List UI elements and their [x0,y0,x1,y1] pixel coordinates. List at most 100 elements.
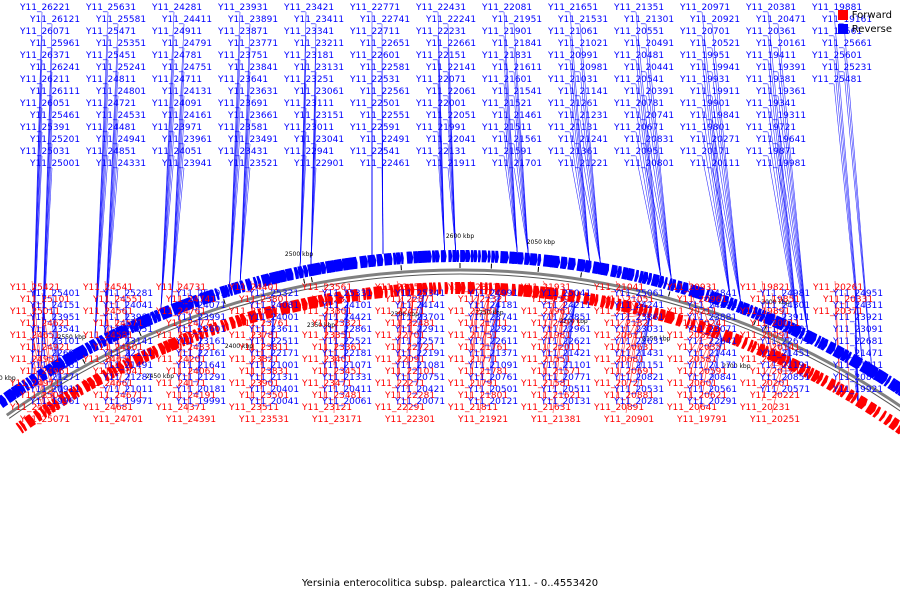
reverse-gene-arrow [703,289,710,302]
reverse-gene-label: Y11_23081 [759,325,810,335]
reverse-leader-line [124,369,132,396]
forward-leader-line [469,294,480,330]
forward-leader-line [771,364,783,367]
reverse-gene-label: Y11_20821 [613,373,664,383]
reverse-gene-label: Y11_23931 [217,3,268,13]
forward-leader-line [761,361,774,378]
forward-gene-arrow [511,283,517,296]
reverse-gene-arrow [392,252,397,265]
reverse-gene-arrow [746,304,754,317]
reverse-gene-label: Y11_21031 [547,75,598,85]
reverse-gene-arrow [802,329,812,343]
reverse-gene-arrow [44,365,53,377]
reverse-leader-line [767,131,798,325]
reverse-gene-label: Y11_24301 [759,301,810,311]
reverse-leader-line [635,318,650,360]
reverse-gene-label: Y11_26371 [19,51,70,61]
reverse-gene-arrow [61,354,71,367]
reverse-gene-label: Y11_22231 [415,27,466,37]
forward-gene-label: Y11_22701 [374,331,425,341]
forward-gene-arrow [895,424,900,435]
forward-gene-label: Y11_24831 [165,343,216,353]
reverse-gene-label: Y11_22001 [415,99,466,109]
reverse-gene-arrow [629,268,635,282]
reverse-gene-label: Y11_22461 [359,159,410,169]
forward-gene-label: Y11_24541 [82,283,133,293]
reverse-gene-label: Y11_20551 [613,27,664,37]
reverse-gene-label: Y11_21521 [481,99,532,109]
reverse-gene-label: Y11_25601 [811,51,862,61]
reverse-gene-arrow [98,334,107,348]
forward-leader-line [250,322,254,402]
forward-gene-arrow [115,361,125,375]
reverse-gene-label: Y11_21291 [175,373,226,383]
forward-gene-arrow [432,282,437,295]
forward-gene-arrow [192,329,200,342]
reverse-gene-label: Y11_19841 [689,111,740,121]
forward-leader-line [625,315,640,414]
forward-gene-arrow [326,293,333,306]
reverse-gene-label: Y11_20421 [394,385,445,395]
tick-label: 2250 kbp [475,310,503,317]
reverse-leader-line [635,155,661,276]
forward-gene-arrow [593,294,599,307]
forward-leader-line [552,301,566,342]
reverse-gene-arrow [336,258,344,272]
forward-gene-arrow [167,338,176,352]
reverse-gene-label: Y11_20911 [29,385,80,395]
forward-gene-arrow [504,283,509,296]
forward-gene-label: Y11_23821 [228,355,279,365]
reverse-gene-arrow [170,302,179,316]
forward-gene-arrow [389,285,394,298]
forward-gene-arrow [776,352,787,366]
forward-leader-line [187,343,192,414]
reverse-leader-line [767,155,798,325]
reverse-gene-label: Y11_22551 [359,111,410,121]
reverse-leader-line [579,143,601,263]
forward-gene-label: Y11_23711 [228,307,279,317]
reverse-gene-arrow [353,256,358,269]
reverse-gene-label: Y11_23071 [686,325,737,335]
forward-gene-arrow [575,291,581,304]
forward-gene-label: Y11_23571 [311,295,362,305]
reverse-gene-label: Y11_20121 [467,397,518,407]
reverse-gene-arrow [786,322,796,335]
forward-gene-label: Y11_21551 [520,355,571,365]
reverse-gene-label: Y11_23101 [29,337,80,347]
reverse-leader-line [437,155,445,251]
forward-leader-line [396,296,404,330]
reverse-gene-label: Y11_21261 [547,99,598,109]
forward-gene-arrow [783,355,791,368]
reverse-gene-label: Y11_19341 [745,99,796,109]
forward-gene-label: Y11_25051 [9,403,60,413]
reverse-gene-arrow [491,250,496,263]
reverse-gene-arrow [654,274,660,287]
tick-label: 2400 kbp [225,343,253,350]
reverse-gene-arrow [783,320,792,333]
reverse-gene-label: Y11_22521 [321,337,372,347]
forward-leader-line [250,322,254,330]
reverse-leader-line [310,167,317,265]
reverse-gene-label: Y11_22151 [415,51,466,61]
reverse-gene-arrow [707,290,715,304]
reverse-leader-line [711,23,741,301]
reverse-gene-arrow [185,296,194,310]
forward-gene-label: Y11_24671 [92,391,143,401]
reverse-gene-label: Y11_21171 [686,361,737,371]
reverse-gene-label: Y11_24851 [85,147,136,157]
reverse-gene-label: Y11_20471 [755,15,806,25]
reverse-gene-label: Y11_22141 [425,63,476,73]
forward-gene-arrow [393,284,400,297]
forward-leader-line [615,313,630,354]
reverse-gene-arrow [370,254,377,267]
reverse-gene-label: Y11_19801 [679,123,730,133]
forward-gene-label: Y11_20891 [593,403,644,413]
reverse-gene-label: Y11_21461 [491,111,542,121]
forward-gene-arrow [835,383,845,396]
reverse-gene-arrow [587,260,592,273]
forward-gene-label: Y11_23531 [238,415,289,425]
forward-gene-arrow [18,420,28,432]
reverse-gene-label: Y11_21991 [415,123,466,133]
forward-gene-label: Y11_25021 [19,391,70,401]
